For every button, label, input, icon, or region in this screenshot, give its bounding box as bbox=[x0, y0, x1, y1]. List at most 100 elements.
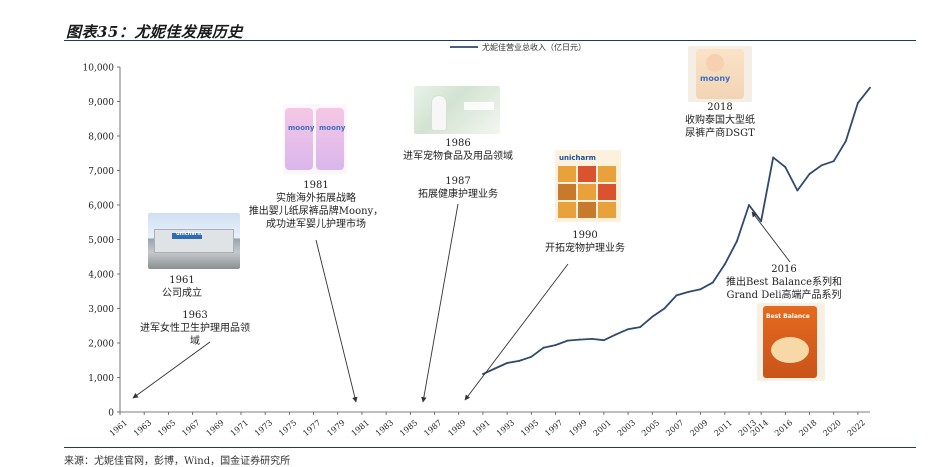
figure-title: 图表35：尤妮佳发展历史 bbox=[66, 23, 243, 41]
y-tick-label: 8,000 bbox=[88, 133, 114, 143]
revenue-data-point bbox=[518, 360, 521, 362]
revenue-data-point bbox=[844, 140, 847, 143]
x-tick-label: 2005 bbox=[640, 418, 661, 438]
revenue-data-point bbox=[602, 339, 605, 342]
revenue-data-point bbox=[639, 326, 642, 329]
x-tick-label: 1965 bbox=[156, 418, 177, 438]
annotation-text: 开拓宠物护理业务 bbox=[545, 241, 625, 254]
revenue-data-point bbox=[554, 344, 557, 346]
x-tick-label: 1961 bbox=[108, 418, 129, 438]
revenue-data-point bbox=[723, 263, 726, 266]
revenue-data-point bbox=[542, 346, 545, 349]
x-tick-label: 1977 bbox=[301, 418, 322, 438]
revenue-data-point bbox=[494, 367, 496, 370]
revenue-data-point bbox=[615, 333, 617, 336]
x-tick-label: 2018 bbox=[797, 418, 818, 438]
x-tick-label: 1993 bbox=[495, 418, 516, 438]
y-tick-label: 2,000 bbox=[88, 340, 114, 350]
x-tick-label: 1991 bbox=[471, 418, 492, 438]
revenue-data-point bbox=[663, 307, 666, 310]
x-tick-label: 1995 bbox=[519, 418, 540, 438]
revenue-data-point bbox=[699, 288, 702, 291]
revenue-data-point bbox=[772, 156, 775, 159]
annotation-text: 1986 bbox=[445, 138, 470, 149]
annotation-text: 1990 bbox=[572, 230, 597, 241]
revenue-data-point bbox=[506, 362, 508, 364]
revenue-data-point bbox=[808, 173, 811, 175]
annotation-text: 2016 bbox=[771, 264, 796, 275]
annotation-text: 进军女性卫生护理用品领 bbox=[140, 321, 250, 334]
annotation-text: 拓展健康护理业务 bbox=[418, 187, 498, 200]
revenue-data-point bbox=[530, 355, 533, 358]
x-tick-label: 2001 bbox=[592, 418, 613, 438]
annotation-text: 1981 bbox=[303, 180, 328, 191]
unicharm-logo: unicharm bbox=[559, 154, 596, 162]
revenue-data-point bbox=[736, 240, 738, 243]
moony-2018-logo: moony bbox=[700, 74, 731, 83]
moony-logo-right: moony bbox=[319, 124, 346, 132]
x-tick-label: 2022 bbox=[846, 418, 867, 438]
annotation-text: 尿裤产商DSGT bbox=[685, 126, 755, 139]
x-tick-label: 1971 bbox=[229, 418, 250, 438]
x-tick-label: 1997 bbox=[543, 418, 564, 438]
annotation-text: 2018 bbox=[707, 102, 732, 113]
x-tick-label: 2007 bbox=[664, 418, 685, 438]
y-tick-label: 5,000 bbox=[88, 236, 114, 246]
annotation-text: 推出婴儿纸尿裤品牌Moony， bbox=[249, 204, 383, 217]
moony-logo-left: moony bbox=[288, 124, 315, 132]
revenue-data-point bbox=[832, 160, 835, 163]
x-tick-label: 1973 bbox=[253, 418, 274, 438]
title-rule bbox=[64, 40, 916, 41]
revenue-data-point bbox=[869, 86, 871, 89]
best-balance-photo: Best Balance bbox=[757, 303, 825, 381]
factory-sign: unicharm bbox=[176, 231, 203, 237]
y-tick-label: 10,000 bbox=[83, 64, 115, 74]
x-tick-label: 2009 bbox=[688, 418, 709, 438]
best-balance-logo: Best Balance bbox=[766, 313, 810, 320]
x-tick-label: 1989 bbox=[446, 418, 467, 438]
x-tick-label: 2020 bbox=[821, 418, 842, 438]
revenue-data-point bbox=[687, 291, 690, 293]
revenue-data-point bbox=[651, 315, 654, 318]
revenue-data-point bbox=[748, 204, 750, 206]
y-tick-label: 6,000 bbox=[88, 202, 114, 212]
annotation-text: 1987 bbox=[445, 176, 470, 187]
annotation-text: 成功进军婴儿护理市场 bbox=[266, 217, 366, 230]
x-tick-label: 1975 bbox=[277, 418, 298, 438]
x-tick-label: 1987 bbox=[422, 418, 443, 438]
x-tick-label: 1969 bbox=[204, 418, 225, 438]
annotation-arrow bbox=[132, 341, 211, 399]
annotation-text: 域 bbox=[190, 334, 200, 347]
revenue-data-point bbox=[482, 373, 484, 375]
revenue-data-point bbox=[590, 337, 593, 340]
revenue-data-point bbox=[566, 339, 569, 342]
x-tick-label: 1999 bbox=[567, 418, 588, 438]
source-rule bbox=[64, 447, 916, 448]
y-tick-label: 9,000 bbox=[88, 98, 114, 108]
y-tick-label: 4,000 bbox=[88, 271, 114, 281]
x-tick-label: 2003 bbox=[616, 418, 637, 438]
annotation-arrow bbox=[751, 211, 791, 263]
source-note: 来源：尤妮佳官网，彭博，Wind，国金证券研究所 bbox=[64, 456, 291, 467]
revenue-data-point bbox=[784, 166, 787, 168]
y-tick-label: 3,000 bbox=[88, 305, 114, 315]
revenue-data-point bbox=[711, 281, 714, 284]
annotation-text: 推出Best Balance系列和 bbox=[726, 275, 842, 288]
revenue-data-point bbox=[578, 338, 581, 341]
revenue-data-point bbox=[820, 164, 823, 167]
x-tick-label: 2011 bbox=[713, 418, 734, 438]
x-tick-label: 1985 bbox=[398, 418, 419, 438]
annotation-arrow bbox=[464, 263, 569, 401]
x-tick-label: 2016 bbox=[773, 418, 794, 438]
annotation-text: Grand Deli高端产品系列 bbox=[726, 288, 841, 301]
revenue-data-point bbox=[796, 189, 799, 192]
annotation-text: 进军宠物食品及用品领域 bbox=[403, 149, 513, 162]
annotation-text: 收购泰国大型纸 bbox=[685, 113, 755, 126]
pet-products-photo: unicharm bbox=[555, 150, 621, 222]
annotation-text: 公司成立 bbox=[162, 286, 202, 299]
annotation-arrow bbox=[421, 203, 459, 403]
revenue-data-point bbox=[760, 220, 763, 223]
y-tick-label: 1,000 bbox=[88, 374, 114, 384]
x-tick-label: 1981 bbox=[350, 418, 371, 438]
